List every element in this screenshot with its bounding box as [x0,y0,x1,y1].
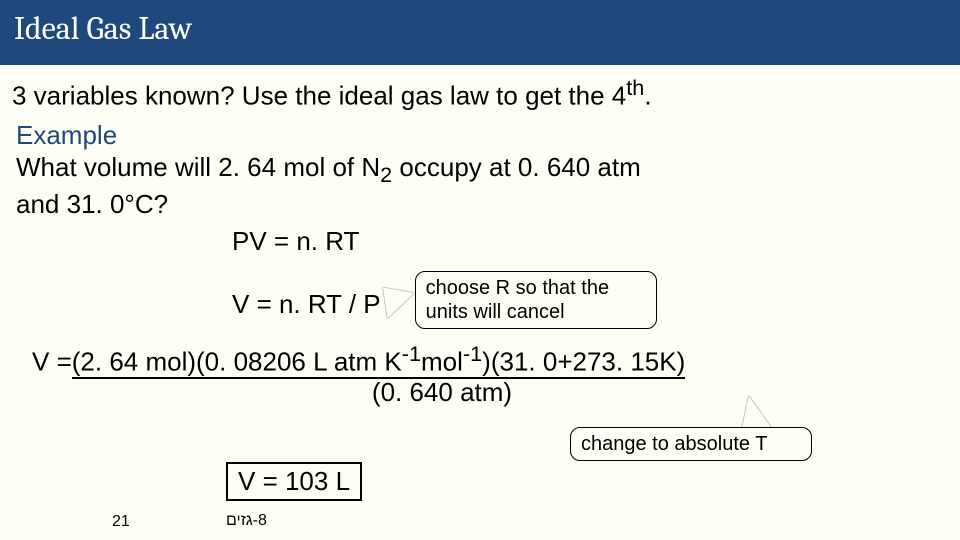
equation-2-row: V = n. RT / P choose R so that the units… [12,271,948,329]
result-box: V = 103 L [226,462,362,501]
callout-choose-R: choose R so that the units will cancel [415,271,657,329]
callout1-line1: choose R so that the [426,277,609,299]
question-sub: 2 [380,162,392,187]
equation-1: PV = n. RT [232,226,948,257]
equation-2: V = n. RT / P [232,289,381,320]
slide-body: 3 variables known? Use the ideal gas law… [0,65,960,405]
callout1-line2: units will cancel [426,301,565,323]
slide-title: Ideal Gas Law [14,10,192,47]
slide-title-bar: Ideal Gas Law [0,0,960,65]
full-eq-prefix: V = [32,347,72,377]
intro-sup: th [626,75,644,100]
full-eq-denominator: (0. 640 atm) [32,379,852,405]
callout-absolute-T: change to absolute T [570,427,812,461]
callout1-tail [378,287,415,322]
page-number: 21 [112,513,130,531]
callout-absolute-T-wrap: change to absolute T [570,427,812,461]
example-question: What volume will 2. 64 mol of N2 occupy … [16,151,948,221]
footer-hebrew: 8-גזים [226,512,267,530]
intro-text-c: . [644,81,651,111]
full-equation: V =(2. 64 mol)(0. 08206 L atm K-1mol-1)(… [32,343,948,405]
intro-line: 3 variables known? Use the ideal gas law… [12,75,948,112]
callout2-tail [739,394,772,430]
full-eq-numerator: (2. 64 mol)(0. 08206 L atm K-1mol-1)(31.… [72,343,686,379]
question-b: occupy at 0. 640 atm [392,152,641,182]
question-a: What volume will 2. 64 mol of N [16,152,380,182]
example-label: Example [16,120,948,151]
question-c: and 31. 0°C? [16,189,168,219]
intro-text-a: 3 variables known? Use the ideal gas law… [12,81,626,111]
